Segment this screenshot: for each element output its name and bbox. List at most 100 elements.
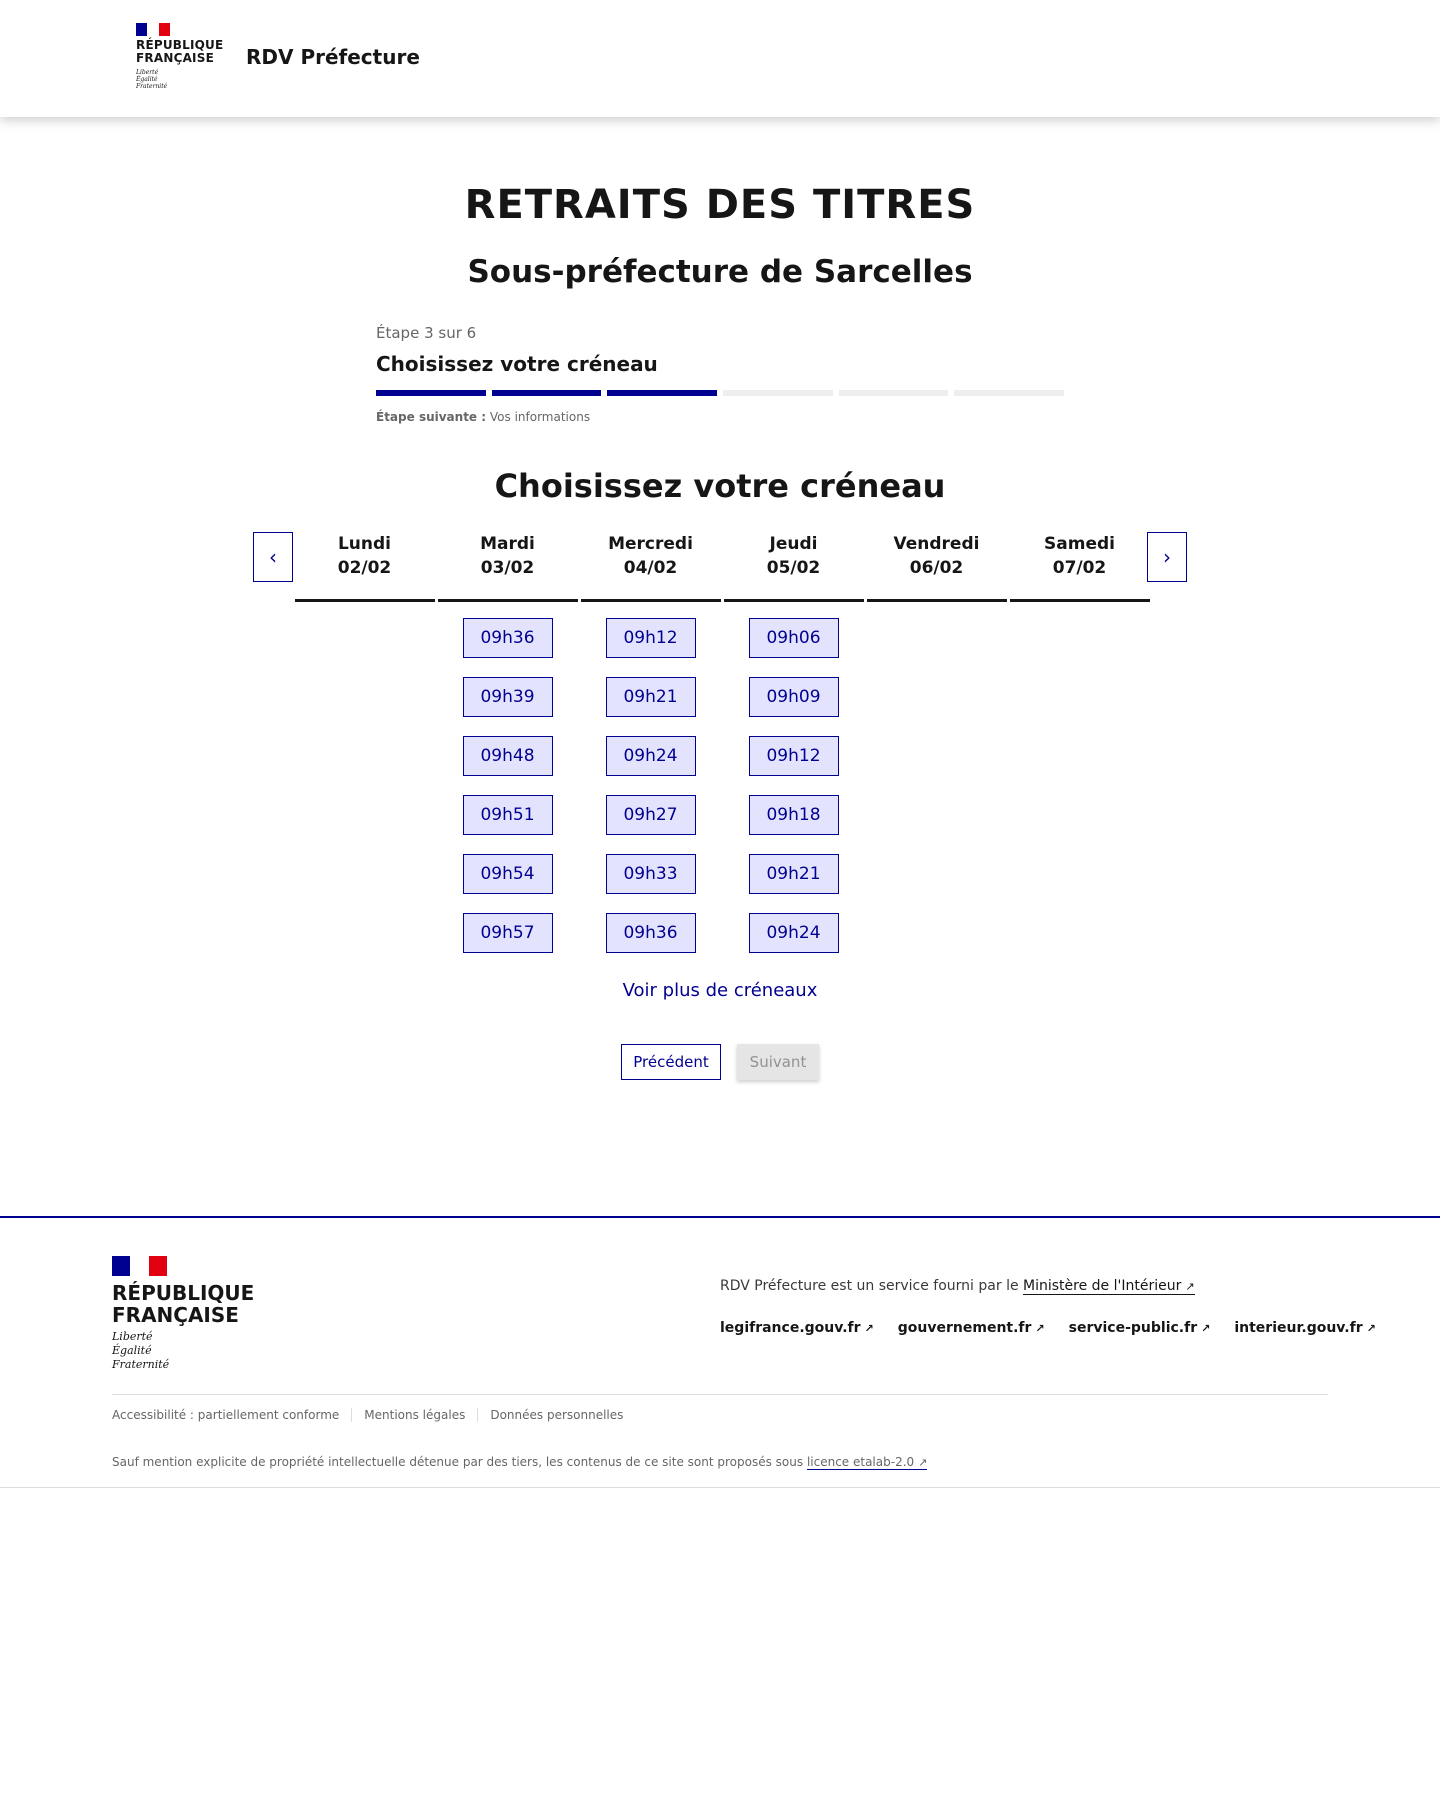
footer-external-link[interactable]: interieur.gouv.fr ↗ bbox=[1234, 1320, 1375, 1336]
previous-button[interactable]: Précédent bbox=[621, 1044, 721, 1080]
time-slot-button[interactable]: 09h57 bbox=[462, 913, 553, 953]
day-name: Lundi bbox=[337, 534, 392, 554]
site-title[interactable]: RDV Préfecture bbox=[246, 45, 420, 69]
day-header: Vendredi 06/02 bbox=[866, 530, 1007, 602]
day-date: 07/02 bbox=[1052, 558, 1107, 578]
footer-bottom-border bbox=[0, 1487, 1440, 1488]
time-slot-button[interactable]: 09h36 bbox=[605, 913, 696, 953]
time-slot-button[interactable]: 09h27 bbox=[605, 795, 696, 835]
motto-fraternite: Fraternité bbox=[136, 83, 168, 90]
time-slot-button[interactable]: 09h51 bbox=[462, 795, 553, 835]
time-slot-button[interactable]: 09h21 bbox=[605, 677, 696, 717]
progress-segment bbox=[723, 390, 833, 396]
marianne-flag-icon bbox=[112, 1256, 167, 1276]
logo-line-1: RÉPUBLIQUE bbox=[136, 38, 224, 52]
day-date: 05/02 bbox=[766, 558, 821, 578]
motto-egalite: Égalité bbox=[136, 76, 158, 83]
time-slot-button[interactable]: 09h12 bbox=[748, 736, 839, 776]
progress-segment bbox=[838, 390, 949, 396]
day-name: Samedi bbox=[1044, 534, 1115, 554]
step-title: Choisissez votre créneau bbox=[376, 352, 658, 376]
external-link-icon: ↗ bbox=[1185, 1280, 1195, 1293]
logo-line-2: FRANÇAISE bbox=[136, 51, 214, 65]
previous-week-button[interactable]: ‹ bbox=[253, 532, 293, 582]
day-header: Samedi 07/02 bbox=[1009, 530, 1150, 602]
chevron-left-icon: ‹ bbox=[269, 545, 277, 569]
progress-segment bbox=[954, 390, 1065, 396]
license-sentence: Sauf mention explicite de propriété inte… bbox=[112, 1455, 804, 1469]
time-slot-button[interactable]: 09h18 bbox=[748, 795, 839, 835]
footer-logo[interactable]: RÉPUBLIQUE FRANÇAISE Liberté Égalité Fra… bbox=[112, 1256, 254, 1372]
footer-links: legifrance.gouv.fr ↗ gouvernement.fr ↗ servi… bbox=[720, 1320, 1376, 1336]
time-slot-button[interactable]: 09h54 bbox=[462, 854, 553, 894]
next-step-label: Étape suivante : bbox=[376, 410, 487, 424]
ministere-link-label: Ministère de l'Intérieur bbox=[1023, 1278, 1182, 1294]
legal-notice-link[interactable]: Mentions légales bbox=[351, 1408, 477, 1422]
footer-service-text: RDV Préfecture est un service fourni par… bbox=[720, 1278, 1195, 1295]
license-link-label: licence etalab-2.0 bbox=[806, 1455, 915, 1469]
day-column: Vendredi 06/02 bbox=[865, 530, 1008, 953]
calendar-heading: Choisissez votre créneau bbox=[494, 467, 946, 505]
day-date: 03/02 bbox=[480, 558, 535, 578]
time-slot-button[interactable]: 09h39 bbox=[462, 677, 553, 717]
footer-external-link[interactable]: legifrance.gouv.fr ↗ bbox=[720, 1320, 874, 1336]
day-date: 02/02 bbox=[337, 558, 392, 578]
footer-bottom-links: Accessibilité : partiellement conforme M… bbox=[112, 1408, 635, 1422]
site-header: RÉPUBLIQUE FRANÇAISE Liberté Égalité Fra… bbox=[0, 0, 1440, 117]
time-slot-button[interactable]: 09h06 bbox=[748, 618, 839, 658]
license-link[interactable]: licence etalab-2.0 ↗ bbox=[806, 1455, 928, 1470]
footer-motto-fraternite: Fraternité bbox=[112, 1358, 170, 1371]
external-link-icon: ↗ bbox=[1035, 1322, 1045, 1335]
next-week-button[interactable]: › bbox=[1147, 532, 1187, 582]
personal-data-link[interactable]: Données personnelles bbox=[477, 1408, 635, 1422]
progress-segment bbox=[491, 390, 602, 396]
day-column: Mardi 03/02 09h36 09h39 09h48 09h51 09h54 09h57 bbox=[436, 530, 579, 953]
external-link-icon: ↗ bbox=[864, 1322, 874, 1335]
next-button[interactable]: Suivant bbox=[737, 1044, 819, 1080]
footer-top-border bbox=[0, 1216, 1440, 1218]
next-step: Étape suivante : Vos informations bbox=[376, 410, 590, 424]
time-slot-button[interactable]: 09h09 bbox=[748, 677, 839, 717]
progress-segment bbox=[607, 390, 718, 396]
time-slot-button[interactable]: 09h33 bbox=[605, 854, 696, 894]
page-title: RETRAITS DES TITRES bbox=[464, 182, 976, 228]
day-name: Vendredi bbox=[893, 534, 980, 554]
day-column: Samedi 07/02 bbox=[1008, 530, 1151, 953]
day-name: Mardi bbox=[480, 534, 535, 554]
footer-link-label: interieur.gouv.fr bbox=[1234, 1320, 1363, 1336]
time-slot-button[interactable]: 09h48 bbox=[462, 736, 553, 776]
time-slot-button[interactable]: 09h21 bbox=[748, 854, 839, 894]
time-slot-button[interactable]: 09h24 bbox=[605, 736, 696, 776]
external-link-icon: ↗ bbox=[1201, 1322, 1211, 1335]
footer-external-link[interactable]: service-public.fr ↗ bbox=[1069, 1320, 1211, 1336]
accessibility-link[interactable]: Accessibilité : partiellement conforme bbox=[112, 1408, 340, 1422]
time-slot-button[interactable]: 09h12 bbox=[605, 618, 696, 658]
footer-link-label: legifrance.gouv.fr bbox=[720, 1320, 861, 1336]
day-header: Jeudi 05/02 bbox=[723, 530, 864, 602]
day-name: Jeudi bbox=[769, 534, 818, 554]
day-column: Jeudi 05/02 09h06 09h09 09h12 09h18 09h21 09h24 bbox=[722, 530, 865, 953]
ministere-link[interactable]: Ministère de l'Intérieur ↗ bbox=[1023, 1278, 1195, 1295]
day-date: 06/02 bbox=[909, 558, 964, 578]
footer-divider bbox=[112, 1394, 1328, 1395]
footer-motto-liberte: Liberté bbox=[112, 1330, 153, 1343]
day-column: Lundi 02/02 bbox=[293, 530, 436, 953]
republique-francaise-logo[interactable]: RÉPUBLIQUE FRANÇAISE Liberté Égalité Fra… bbox=[136, 23, 223, 90]
more-slots-link[interactable]: Voir plus de créneaux bbox=[622, 980, 818, 1001]
day-header: Mardi 03/02 bbox=[437, 530, 578, 602]
step-progress-bar bbox=[376, 390, 1065, 396]
external-link-icon: ↗ bbox=[918, 1456, 928, 1469]
step-count: Étape 3 sur 6 bbox=[376, 324, 477, 342]
footer-link-label: service-public.fr bbox=[1068, 1320, 1198, 1336]
external-link-icon: ↗ bbox=[1366, 1322, 1376, 1335]
day-column: Mercredi 04/02 09h12 09h21 09h24 09h27 09h33 09… bbox=[579, 530, 722, 953]
marianne-flag-icon bbox=[136, 23, 170, 36]
time-slot-button[interactable]: 09h36 bbox=[462, 618, 553, 658]
time-slot-button[interactable]: 09h24 bbox=[748, 913, 839, 953]
footer-logo-line-1: RÉPUBLIQUE bbox=[112, 1281, 255, 1305]
day-header: Mercredi 04/02 bbox=[580, 530, 721, 602]
footer-external-link[interactable]: gouvernement.fr ↗ bbox=[898, 1320, 1045, 1336]
page-subtitle: Sous-préfecture de Sarcelles bbox=[467, 254, 973, 290]
day-header: Lundi 02/02 bbox=[294, 530, 435, 602]
calendar-days: Lundi 02/02 Mardi 03/02 09h36 09h39 09h48 09h51… bbox=[293, 530, 1151, 953]
